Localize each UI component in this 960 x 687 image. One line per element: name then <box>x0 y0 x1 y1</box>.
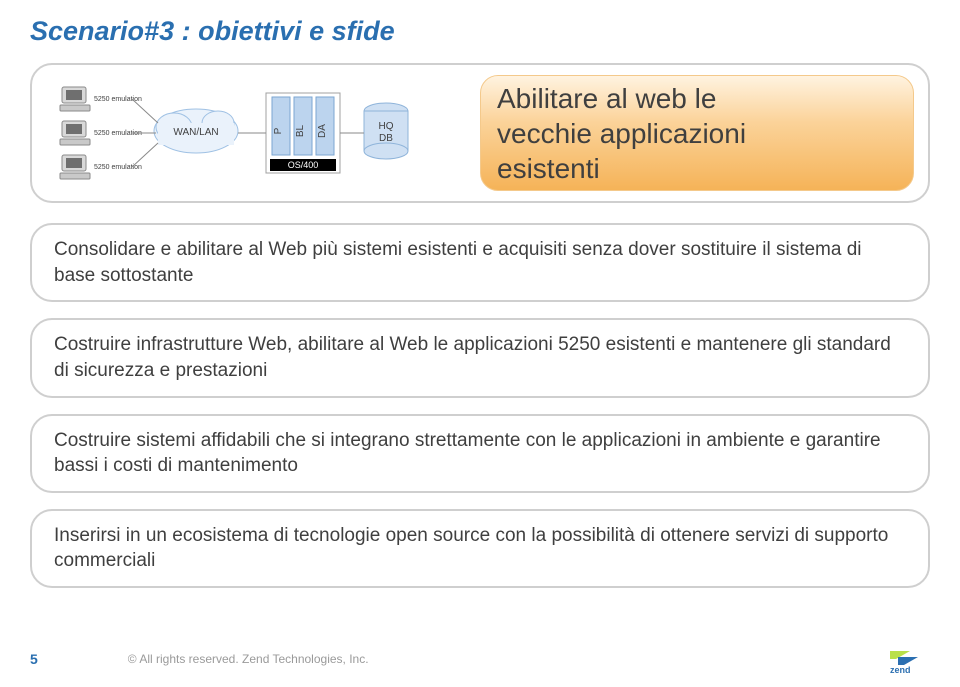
terminal-icon: 5250 emulation <box>60 121 142 145</box>
svg-text:zend: zend <box>890 665 911 673</box>
svg-text:HQ: HQ <box>379 121 394 132</box>
slide: Scenario#3 : obiettivi e sfide 5250 emul… <box>0 0 960 687</box>
footer: 5 All rights reserved. Zend Technologies… <box>0 649 960 669</box>
cloud-icon: WAN/LAN <box>154 109 238 153</box>
hero-highlight: Abilitare al web le vecchie applicazioni… <box>480 75 914 191</box>
terminal-icon: 5250 emulation <box>60 155 142 179</box>
layer-columns: P BL DA OS/400 <box>266 93 340 173</box>
content-box: Inserirsi in un ecosistema di tecnologie… <box>30 509 930 588</box>
hero-box: 5250 emulation 5250 emulation 5250 emula… <box>30 63 930 203</box>
svg-text:P: P <box>273 127 284 134</box>
hero-headline: Abilitare al web le vecchie applicazioni… <box>497 81 746 186</box>
cloud-label: WAN/LAN <box>173 127 218 138</box>
svg-text:BL: BL <box>295 124 306 137</box>
os-label: OS/400 <box>288 160 319 170</box>
content-box: Consolidare e abilitare al Web più siste… <box>30 223 930 302</box>
content-box: Costruire sistemi affidabili che si inte… <box>30 414 930 493</box>
content-box: Costruire infrastrutture Web, abilitare … <box>30 318 930 397</box>
zend-logo-icon: zend <box>886 643 930 673</box>
database-icon: HQ DB <box>364 103 408 159</box>
terminal-icon: 5250 emulation <box>60 87 142 111</box>
architecture-diagram: 5250 emulation 5250 emulation 5250 emula… <box>56 83 436 185</box>
page-number: 5 <box>30 651 38 667</box>
svg-text:DB: DB <box>379 133 393 144</box>
slide-title: Scenario#3 : obiettivi e sfide <box>30 16 930 47</box>
copyright-text: All rights reserved. Zend Technologies, … <box>128 652 369 666</box>
svg-text:DA: DA <box>317 124 328 138</box>
